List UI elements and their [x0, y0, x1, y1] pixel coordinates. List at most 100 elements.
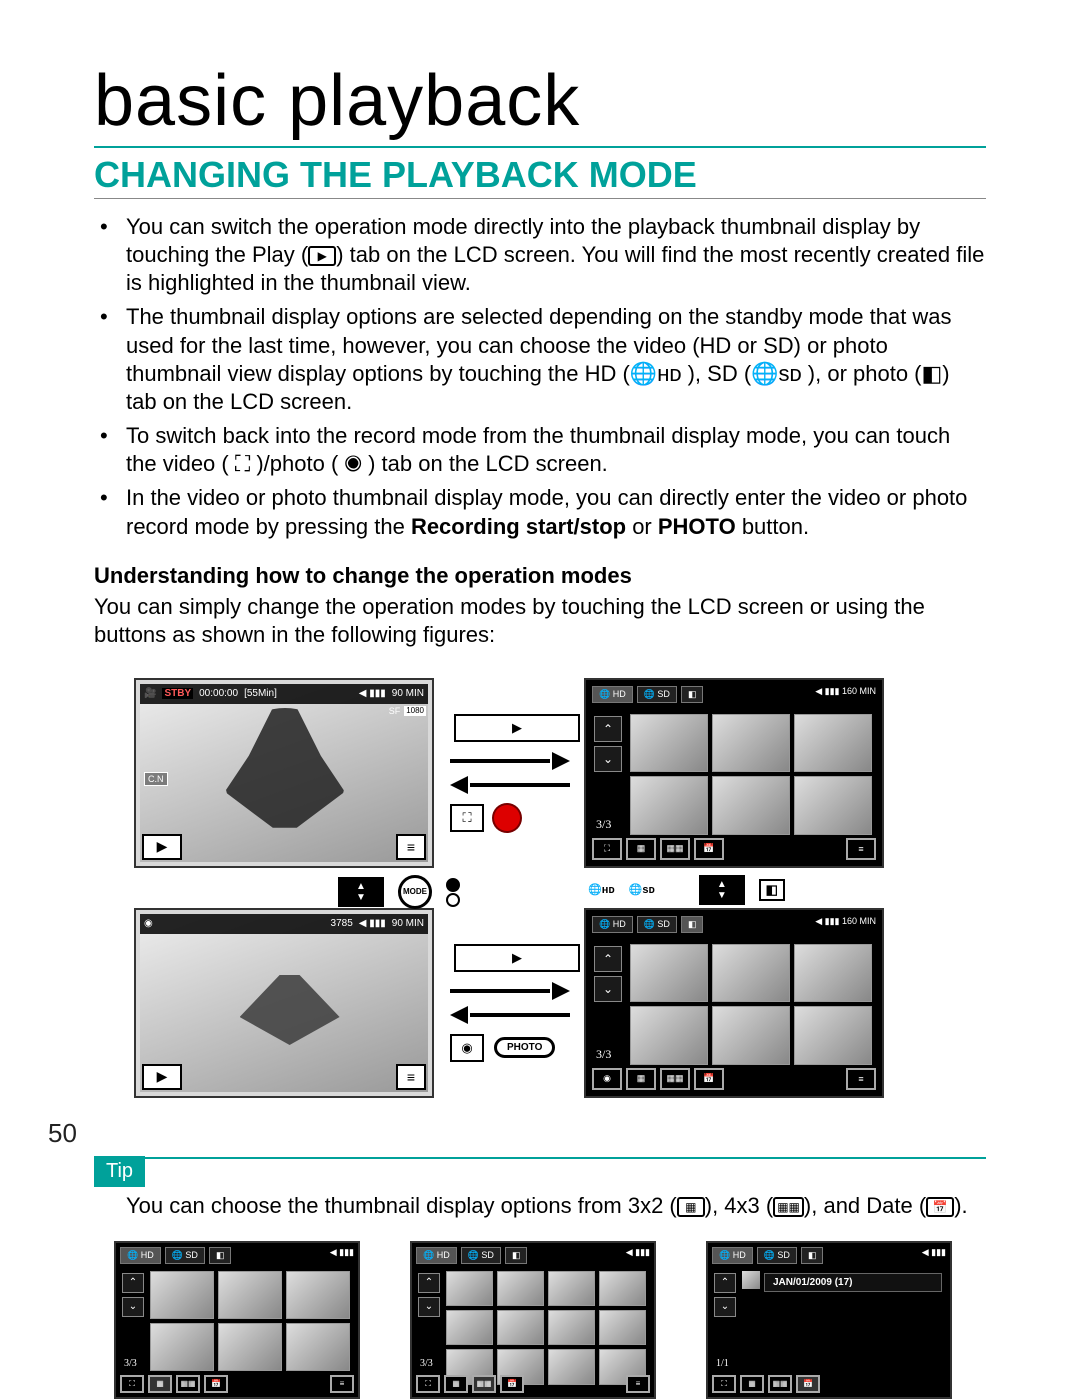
mini-4x3-btn[interactable]: ▦▦ — [176, 1375, 200, 1393]
tab-photo-2[interactable]: ◧ — [681, 916, 704, 933]
mini-3x2-panel: 🌐 HD🌐 SD◧ ◀ ▮▮▮ ⌃⌄ 3/3 ⛶▦▦▦📅≡ — [114, 1241, 360, 1399]
mini3-4x3-btn[interactable]: ▦▦ — [768, 1375, 792, 1393]
date-view-button-2[interactable]: 📅 — [694, 1068, 724, 1090]
photo-menu-tab[interactable]: ≡ — [396, 1064, 426, 1090]
mini2-down[interactable]: ⌄ — [418, 1297, 440, 1317]
mode-selector-icon — [446, 877, 460, 907]
thumbnail[interactable] — [712, 714, 790, 773]
photo-pill: PHOTO — [494, 1037, 555, 1058]
photo-tab-icon: ◧ — [759, 879, 785, 901]
date-strip[interactable]: JAN/01/2009 (17) — [764, 1273, 942, 1292]
battery-min: 90 MIN — [392, 688, 424, 699]
grid-3x2-button[interactable]: ▦ — [626, 838, 656, 860]
tab-sd[interactable]: 🌐 SD — [637, 686, 677, 703]
scroll-down-button[interactable]: ⌄ — [594, 746, 622, 772]
photo-play-tab[interactable]: ▶ — [142, 1064, 182, 1090]
mini3-mode[interactable]: ⛶ — [712, 1375, 736, 1393]
mini2-menu[interactable]: ≡ — [626, 1375, 650, 1393]
date-thumb — [742, 1271, 760, 1289]
menu-button[interactable]: ≡ — [846, 838, 876, 860]
grid-4x3-button[interactable]: ▦▦ — [660, 838, 690, 860]
video-thumb-panel: 🌐 HD 🌐 SD ◧ ◀ ▮▮▮ 160 MIN ⌃ ⌄ 3/3 ⛶ ▦ — [584, 678, 884, 868]
bullet-4-mid: or — [626, 514, 658, 539]
record-dot-icon — [494, 805, 520, 831]
page-title: basic playback — [94, 60, 986, 148]
mini3-battery: ◀ ▮▮▮ — [922, 1247, 946, 1258]
battery-indicator: ◀ ▮▮▮ 160 MIN — [815, 686, 876, 697]
mini3-down[interactable]: ⌄ — [714, 1297, 736, 1317]
photo-battery-min: 90 MIN — [392, 918, 424, 929]
tab-sd-2[interactable]: 🌐 SD — [637, 916, 677, 933]
tab-hd-2[interactable]: 🌐 HD — [592, 916, 633, 933]
mini-down[interactable]: ⌄ — [122, 1297, 144, 1317]
thumbnail[interactable] — [630, 944, 708, 1003]
mini2-3x2-btn[interactable]: ▦ — [444, 1375, 468, 1393]
rec-remain: [55Min] — [244, 688, 277, 699]
shots-remaining: 3785 — [331, 918, 353, 929]
thumbnail[interactable] — [712, 944, 790, 1003]
mini-tab-photo[interactable]: ◧ — [209, 1247, 232, 1264]
battery-indicator-2: ◀ ▮▮▮ 160 MIN — [815, 916, 876, 927]
play-tab[interactable]: ▶ — [142, 834, 182, 860]
mini-menu[interactable]: ≡ — [330, 1375, 354, 1393]
mini3-tab-hd[interactable]: 🌐 HD — [712, 1247, 753, 1264]
page-counter: 3/3 — [596, 817, 611, 832]
video-statusbar: 🎥 STBY 00:00:00 [55Min] ◀ ▮▮▮ 90 MIN — [140, 684, 428, 704]
arrow-right-icon-2 — [450, 984, 570, 998]
mini2-mode[interactable]: ⛶ — [416, 1375, 440, 1393]
subbody-text: You can simply change the operation mode… — [94, 593, 986, 650]
mode-dial-icon: MODE — [398, 875, 432, 909]
mini3-3x2-btn[interactable]: ▦ — [740, 1375, 764, 1393]
res-badge: 1080 — [404, 706, 426, 716]
arrow-right-icon — [450, 754, 570, 768]
thumbnail[interactable] — [794, 1006, 872, 1065]
mini3-tab-sd[interactable]: 🌐 SD — [757, 1247, 797, 1264]
rec-time: 00:00:00 — [199, 688, 238, 699]
mini2-tab-hd[interactable]: 🌐 HD — [416, 1247, 457, 1264]
mini2-tab-photo[interactable]: ◧ — [505, 1247, 528, 1264]
mode-photo-button[interactable]: ◉ — [592, 1068, 622, 1090]
thumbnail[interactable] — [794, 944, 872, 1003]
mini3-up[interactable]: ⌃ — [714, 1273, 736, 1293]
menu-tab[interactable]: ≡ — [396, 834, 426, 860]
bullet-4-b2: PHOTO — [658, 514, 736, 539]
mini-mode[interactable]: ⛶ — [120, 1375, 144, 1393]
mini2-tab-sd[interactable]: 🌐 SD — [461, 1247, 501, 1264]
arrow-left-icon — [450, 778, 570, 792]
updown-arrows-icon-2: ▲▼ — [699, 875, 745, 905]
date-view-button[interactable]: 📅 — [694, 838, 724, 860]
mini-date-btn[interactable]: 📅 — [204, 1375, 228, 1393]
mini2-up[interactable]: ⌃ — [418, 1273, 440, 1293]
thumbnail[interactable] — [630, 776, 708, 835]
scroll-up-button[interactable]: ⌃ — [594, 716, 622, 742]
mini2-date-btn[interactable]: 📅 — [500, 1375, 524, 1393]
bullet-3: To switch back into the record mode from… — [118, 422, 986, 478]
grid-3x2-button-2[interactable]: ▦ — [626, 1068, 656, 1090]
thumbnail[interactable] — [712, 1006, 790, 1065]
stby-label: STBY — [162, 688, 193, 699]
thumbnail[interactable] — [630, 1006, 708, 1065]
scroll-down-button-2[interactable]: ⌄ — [594, 976, 622, 1002]
thumbnail[interactable] — [630, 714, 708, 773]
mini2-4x3-btn[interactable]: ▦▦ — [472, 1375, 496, 1393]
mini3-date-btn[interactable]: 📅 — [796, 1375, 820, 1393]
mini-up[interactable]: ⌃ — [122, 1273, 144, 1293]
hd-label: 🌐ʜᴅ — [588, 883, 615, 896]
mini-tab-hd[interactable]: 🌐 HD — [120, 1247, 161, 1264]
thumbnail[interactable] — [794, 714, 872, 773]
photo-thumb-panel: 🌐 HD 🌐 SD ◧ ◀ ▮▮▮ 160 MIN ⌃ ⌄ 3/3 ◉ ▦ — [584, 908, 884, 1098]
mode-video-button[interactable]: ⛶ — [592, 838, 622, 860]
grid-3x2-icon: ▦ — [677, 1197, 705, 1217]
mini-3x2-btn[interactable]: ▦ — [148, 1375, 172, 1393]
mini-tab-sd[interactable]: 🌐 SD — [165, 1247, 205, 1264]
scroll-up-button-2[interactable]: ⌃ — [594, 946, 622, 972]
playback-icon: ▶ — [454, 714, 580, 742]
tab-hd[interactable]: 🌐 HD — [592, 686, 633, 703]
thumbnail[interactable] — [712, 776, 790, 835]
grid-4x3-button-2[interactable]: ▦▦ — [660, 1068, 690, 1090]
menu-button-2[interactable]: ≡ — [846, 1068, 876, 1090]
figures-area: 🎥 STBY 00:00:00 [55Min] ◀ ▮▮▮ 90 MIN SF1… — [94, 678, 986, 1138]
tab-photo[interactable]: ◧ — [681, 686, 704, 703]
thumbnail[interactable] — [794, 776, 872, 835]
mini3-tab-photo[interactable]: ◧ — [801, 1247, 824, 1264]
